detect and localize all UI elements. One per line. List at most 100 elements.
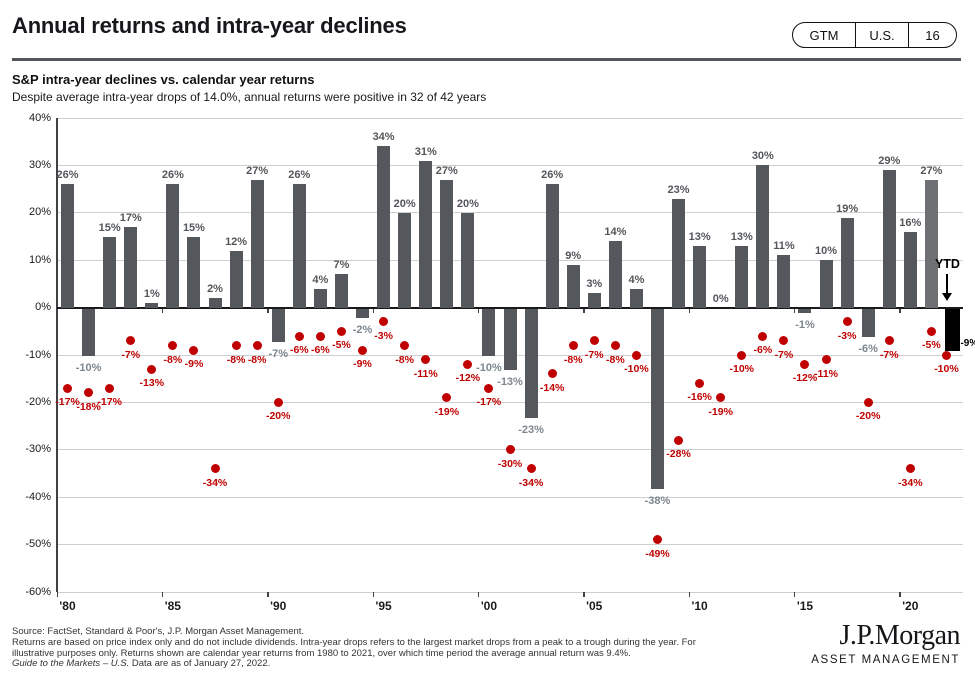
bar-2014 (777, 255, 791, 308)
decline-label-2021: -5% (922, 339, 941, 352)
bar-2019 (882, 170, 896, 308)
bar-label-1988: 12% (225, 235, 248, 248)
decline-dot-1980 (63, 383, 73, 393)
y-axis-label: 40% (28, 111, 51, 124)
decline-dot-2000 (484, 383, 494, 393)
decline-dot-2001 (505, 445, 515, 455)
bar-1987 (208, 298, 222, 308)
x-axis-label: '10 (691, 599, 708, 613)
bar-label-2015: -1% (795, 319, 815, 332)
x-axis-label: '20 (902, 599, 919, 613)
axis-tick-bottom (56, 592, 58, 597)
bar-2007 (629, 288, 643, 308)
bar-1982 (103, 236, 117, 308)
decline-label-2002: -34% (518, 476, 544, 489)
decline-dot-2011 (716, 393, 726, 403)
gridline (57, 401, 963, 403)
chart-subtitle: Despite average intra-year drops of 14.0… (12, 90, 487, 104)
header-divider (12, 58, 961, 61)
bar-label-1984: 1% (143, 287, 160, 300)
axis-tick-zero (161, 308, 164, 313)
bar-1992 (313, 288, 327, 308)
decline-dot-YTD (941, 350, 951, 360)
bar-label-1987: 2% (207, 283, 223, 296)
brand-wordmark: J.P.Morgan (839, 620, 960, 651)
bar-1997 (419, 160, 433, 308)
zero-axis-line (57, 306, 963, 309)
bar-label-1986: 15% (182, 221, 205, 234)
bar-label-1994: -2% (352, 324, 373, 337)
decline-label-2013: -6% (753, 344, 773, 357)
axis-tick-bottom (477, 592, 480, 597)
decline-label-2010: -16% (687, 391, 712, 404)
bar-label-2003: 26% (541, 169, 564, 182)
gridline (57, 212, 963, 214)
badge-cell-region: U.S. (855, 23, 908, 47)
decline-dot-2009 (674, 435, 684, 445)
bar-2021 (924, 179, 938, 308)
decline-label-2003: -14% (539, 381, 565, 394)
x-axis-label: '85 (164, 599, 181, 613)
brand-division: ASSET MANAGEMENT (811, 654, 960, 666)
bar-label-1982: 15% (98, 221, 121, 234)
decline-label-1986: -9% (184, 358, 204, 371)
y-axis-label: -20% (25, 395, 51, 408)
bar-1983 (124, 227, 138, 308)
bar-label-2005: 3% (586, 278, 603, 291)
decline-label-2016: -11% (814, 367, 838, 380)
bar-label-2017: 19% (836, 202, 859, 215)
decline-dot-1992 (315, 331, 325, 341)
badge-cell-page-number: 16 (908, 23, 956, 47)
decline-dot-1996 (400, 341, 410, 351)
bar-1985 (166, 184, 180, 308)
decline-label-1989: -8% (247, 353, 267, 366)
axis-tick-bottom (161, 592, 164, 597)
bar-2001 (503, 308, 517, 371)
bar-label-2014: 11% (773, 240, 795, 253)
bar-label-1995: 34% (372, 131, 395, 144)
axis-tick-zero (267, 308, 269, 313)
y-axis-label: 10% (28, 253, 51, 266)
decline-dot-1984 (147, 364, 157, 374)
axis-tick-bottom (793, 592, 796, 597)
decline-label-1988: -8% (226, 353, 246, 366)
ytd-arrow-head (942, 293, 953, 301)
bar-label-2002: -23% (518, 423, 544, 436)
bar-label-2018: -6% (858, 343, 878, 356)
decline-label-2000: -17% (476, 396, 502, 409)
bar-2009 (672, 198, 686, 308)
decline-dot-2019 (884, 336, 894, 346)
gridline (57, 259, 963, 261)
bar-1989 (250, 179, 264, 308)
decline-dot-2014 (779, 336, 789, 346)
bar-2020 (903, 231, 917, 308)
bar-label-2019: 29% (878, 155, 901, 168)
decline-dot-2010 (695, 378, 705, 388)
x-axis-label: '00 (480, 599, 498, 613)
decline-label-1987: -34% (202, 476, 228, 489)
decline-dot-1986 (189, 345, 199, 355)
bar-label-1989: 27% (246, 164, 269, 177)
footer-gtm-reference: Guide to the Markets – U.S. (12, 658, 130, 670)
decline-label-1985: -8% (163, 353, 183, 366)
bar-1994 (356, 308, 369, 319)
bar-1990 (271, 308, 285, 342)
decline-dot-2006 (610, 341, 620, 351)
bar-label-2006: 14% (604, 226, 627, 239)
bar-1995 (377, 146, 391, 308)
bar-2017 (840, 217, 854, 308)
decline-dot-2017 (842, 317, 852, 327)
x-axis-label: '95 (375, 599, 392, 613)
page-title: Annual returns and intra-year declines (12, 13, 407, 38)
bar-YTD (944, 308, 960, 352)
bar-label-2013: 30% (751, 150, 774, 163)
axis-tick-bottom (899, 592, 901, 597)
y-axis-label: -60% (25, 585, 51, 598)
footer-line-4: Guide to the Markets – U.S. Data are as … (12, 658, 696, 670)
decline-label-2008: -49% (645, 547, 670, 560)
bar-1980 (61, 184, 75, 308)
bar-2013 (756, 165, 770, 308)
decline-dot-1983 (126, 336, 136, 346)
bar-label-YTD: -9% (960, 338, 975, 350)
decline-dot-1987 (210, 464, 220, 474)
